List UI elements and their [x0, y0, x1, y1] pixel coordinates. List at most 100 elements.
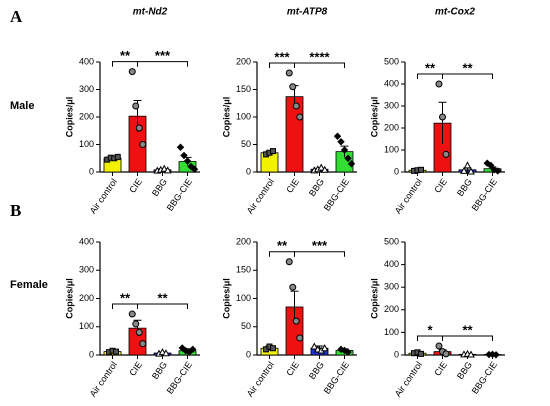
x-tick-label: BBG	[150, 360, 169, 381]
y-tick-label: 100	[79, 139, 94, 149]
significance-label: ***	[312, 238, 328, 253]
data-point	[128, 68, 136, 76]
data-point	[183, 157, 192, 165]
data-point	[132, 320, 140, 328]
x-tick-label: BBG	[307, 360, 326, 381]
y-tick-label: 0	[394, 349, 399, 359]
significance-bracket	[137, 303, 188, 310]
y-tick-label: 400	[79, 56, 94, 66]
data-point	[435, 80, 443, 88]
data-point	[467, 350, 475, 358]
data-point	[163, 166, 172, 174]
significance-label: ***	[274, 49, 290, 64]
data-point	[487, 161, 495, 170]
y-tick-label: 400	[384, 259, 399, 269]
y-axis-label: Copies/μl	[64, 97, 74, 138]
data-point	[285, 69, 293, 77]
significance-label: *	[427, 322, 433, 337]
y-tick-label: 500	[384, 56, 399, 66]
data-point	[344, 154, 352, 162]
y-axis-label: Copies/μl	[369, 97, 379, 138]
y-tick-label: 0	[394, 166, 399, 176]
x-tick-label: Air control	[88, 177, 119, 216]
y-tick-label: 100	[79, 321, 94, 331]
data-point	[442, 350, 450, 358]
row-label: Female	[10, 279, 48, 291]
y-tick-label: 500	[384, 236, 399, 246]
data-point	[182, 347, 190, 355]
data-point	[162, 349, 170, 357]
data-point	[347, 160, 356, 168]
y-tick-label: 200	[236, 56, 251, 66]
data-point	[467, 167, 475, 175]
x-tick-label: Air control	[245, 177, 276, 216]
significance-label: **	[425, 60, 436, 75]
y-tick-label: 300	[384, 100, 399, 110]
x-tick-label: CIE	[432, 177, 449, 195]
y-axis-label: Copies/μl	[221, 278, 231, 319]
panel-label: B	[10, 201, 21, 220]
x-tick-label: CIE	[284, 177, 301, 195]
data-point	[292, 317, 300, 325]
y-tick-label: 0	[89, 349, 94, 359]
data-point	[289, 83, 297, 91]
data-point	[320, 165, 329, 173]
significance-label: ****	[309, 49, 330, 64]
data-point	[135, 124, 143, 132]
x-tick-label: BBG	[455, 360, 474, 381]
data-point	[289, 283, 297, 291]
data-point	[494, 167, 502, 175]
significance-label: **	[120, 290, 131, 305]
data-point	[463, 161, 472, 169]
data-point	[139, 340, 147, 348]
y-tick-label: 400	[79, 236, 94, 246]
y-tick-label: 50	[241, 321, 251, 331]
x-tick-label: Air control	[393, 177, 424, 216]
x-tick-label: BBG-CIE	[470, 360, 499, 396]
y-axis-label: Copies/μl	[64, 278, 74, 319]
data-point	[442, 150, 450, 158]
significance-bracket	[442, 335, 493, 341]
data-point	[418, 166, 424, 173]
data-point	[180, 151, 188, 160]
y-tick-label: 150	[236, 265, 251, 275]
data-point	[344, 348, 352, 356]
significance-label: ***	[155, 48, 171, 63]
y-tick-label: 0	[246, 349, 251, 359]
x-tick-label: BBG-CIE	[165, 177, 194, 213]
data-point	[189, 345, 197, 354]
data-point	[320, 344, 329, 352]
data-point	[270, 345, 276, 352]
y-tick-label: 200	[79, 111, 94, 121]
significance-label: **	[462, 60, 473, 75]
data-point	[435, 342, 443, 350]
x-tick-label: BBG-CIE	[322, 177, 351, 213]
significance-bracket	[442, 73, 493, 79]
data-point	[160, 164, 169, 172]
data-point	[135, 328, 143, 336]
y-tick-label: 50	[241, 139, 251, 149]
chart-title: mt-Nd2	[133, 7, 168, 18]
chart-title: mt-Cox2	[435, 7, 475, 18]
data-point	[128, 310, 136, 318]
y-tick-label: 400	[384, 78, 399, 88]
x-tick-label: BBG	[455, 177, 474, 198]
row-label: Male	[10, 100, 34, 112]
data-point	[190, 165, 199, 173]
panel-label: A	[10, 7, 23, 26]
y-tick-label: 0	[89, 166, 94, 176]
x-tick-label: Air control	[393, 360, 424, 399]
data-point	[270, 148, 276, 155]
data-point	[333, 132, 342, 140]
significance-label: **	[120, 48, 131, 63]
data-point	[296, 334, 304, 342]
data-point	[132, 102, 140, 110]
x-tick-label: CIE	[432, 360, 449, 378]
data-point	[139, 141, 147, 148]
data-point	[292, 102, 300, 110]
x-tick-label: BBG-CIE	[322, 360, 351, 396]
significance-label: **	[462, 322, 473, 337]
data-point	[492, 351, 500, 359]
y-tick-label: 100	[236, 111, 251, 121]
x-tick-label: Air control	[245, 360, 276, 399]
